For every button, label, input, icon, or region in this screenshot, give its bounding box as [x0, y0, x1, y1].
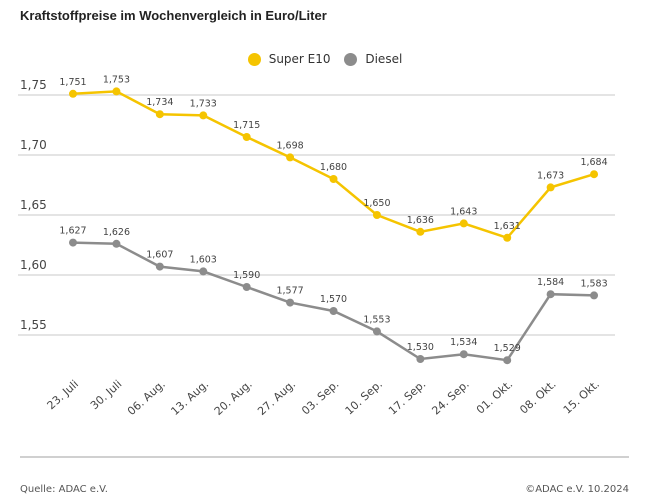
data-label: 1,673 [537, 170, 564, 181]
y-tick-label: 1,65 [20, 198, 47, 212]
data-label: 1,603 [190, 254, 217, 265]
data-point [459, 350, 468, 359]
data-point [69, 238, 77, 247]
data-point [416, 227, 425, 236]
data-label: 1,627 [59, 226, 86, 237]
x-tick-label: 01. Okt. [474, 378, 515, 417]
data-point [329, 307, 338, 315]
data-label: 1,529 [494, 343, 521, 354]
data-label: 1,583 [580, 278, 607, 289]
data-label: 1,680 [320, 162, 347, 173]
data-label: 1,636 [407, 215, 434, 226]
data-point [372, 327, 381, 336]
data-point [286, 153, 295, 162]
x-tick-label: 08. Okt. [517, 378, 558, 417]
x-tick-label: 24. Sep. [429, 378, 471, 418]
y-tick-label: 1,75 [20, 78, 47, 92]
legend-swatch [344, 52, 358, 66]
data-point [112, 87, 121, 96]
x-tick-label: 20. Aug. [212, 378, 255, 418]
y-tick-label: 1,70 [20, 138, 47, 152]
data-point [155, 110, 164, 119]
legend-item-diesel: Diesel [344, 52, 402, 66]
data-point [372, 211, 381, 219]
x-tick-label: 13. Aug. [168, 378, 211, 418]
data-point [242, 283, 251, 291]
data-label: 1,715 [233, 120, 260, 131]
data-label: 1,534 [450, 337, 477, 348]
data-label: 1,734 [146, 97, 173, 108]
y-tick-label: 1,60 [20, 258, 47, 272]
data-label: 1,631 [494, 221, 521, 232]
data-label: 1,530 [407, 342, 434, 353]
data-label: 1,553 [363, 314, 390, 325]
data-label: 1,684 [580, 157, 607, 168]
data-label: 1,577 [276, 286, 303, 297]
data-point [69, 89, 77, 98]
data-point [459, 219, 468, 228]
x-tick-label: 15. Okt. [561, 378, 602, 417]
data-label: 1,570 [320, 294, 347, 305]
data-point [546, 183, 555, 192]
x-tick-label: 10. Sep. [343, 378, 385, 418]
data-point [329, 175, 338, 183]
legend-label: Diesel [365, 52, 403, 66]
x-tick-label: 27. Aug. [255, 378, 298, 418]
data-label: 1,643 [450, 206, 477, 217]
data-label: 1,590 [233, 270, 260, 281]
data-point [155, 262, 164, 271]
x-tick-label: 23. Juli [45, 378, 81, 413]
data-label: 1,698 [276, 140, 303, 151]
data-point [546, 290, 555, 299]
data-label: 1,733 [190, 98, 217, 109]
data-point [242, 133, 251, 141]
x-tick-label: 06. Aug. [125, 378, 168, 418]
data-label: 1,607 [146, 250, 173, 261]
data-point [199, 267, 208, 276]
legend-label: Super E10 [268, 52, 331, 66]
source-note: Quelle: ADAC e.V. [20, 484, 108, 495]
data-label: 1,650 [363, 198, 390, 209]
data-label: 1,584 [537, 277, 564, 288]
legend-item-super-e10: Super E10 [247, 52, 331, 66]
data-point [503, 233, 512, 242]
legend: Super E10 Diesel [0, 52, 650, 69]
divider [20, 456, 629, 458]
x-tick-label: 17. Sep. [386, 378, 428, 418]
x-tick-label: 30. Juli [88, 378, 124, 413]
y-tick-label: 1,55 [20, 318, 47, 332]
data-point [590, 170, 599, 179]
data-point [286, 298, 295, 307]
chart-title: Kraftstoffpreise im Wochenvergleich in E… [20, 8, 327, 23]
copyright-note: ©ADAC e.V. 10.2024 [525, 484, 629, 495]
data-point [416, 355, 425, 363]
data-label: 1,753 [103, 74, 130, 85]
data-label: 1,751 [59, 77, 86, 88]
data-label: 1,626 [103, 227, 130, 238]
legend-swatch [247, 52, 261, 66]
x-tick-label: 03. Sep. [299, 378, 341, 418]
data-point [503, 356, 512, 365]
data-point [112, 239, 121, 248]
data-point [590, 291, 599, 300]
data-point [199, 111, 208, 120]
